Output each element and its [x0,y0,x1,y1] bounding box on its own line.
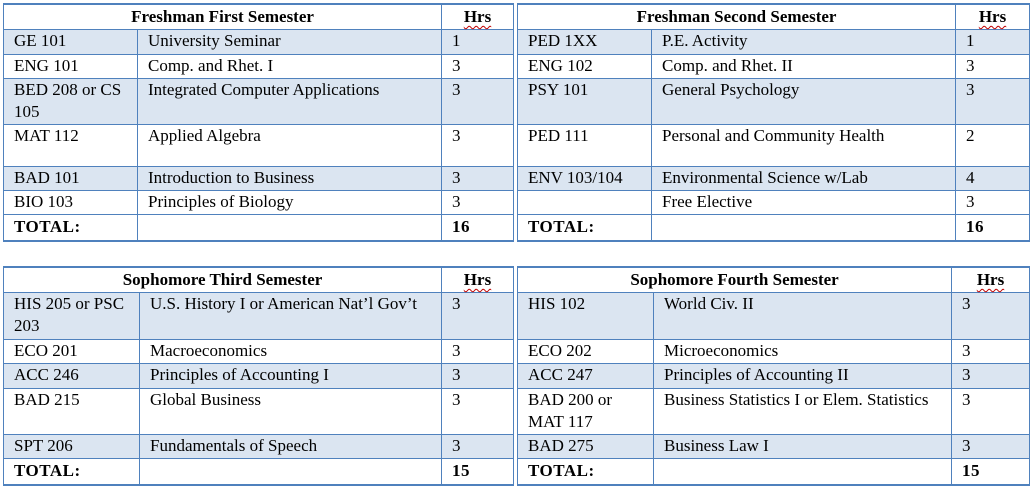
course-code: ACC 247 [517,362,654,389]
course-code: PED 111 [517,123,653,167]
course-hours: 3 [441,387,514,435]
course-code: BED 208 or CS 105 [3,77,138,125]
course-name: Free Elective [651,189,957,215]
course-hours: 3 [441,291,514,340]
course-name: Microeconomics [652,338,953,364]
hrs-header: Hrs [955,3,1031,30]
course-hours: 3 [951,291,1031,340]
course-name: Environmental Science w/Lab [651,165,957,191]
semester-title: Freshman First Semester [2,3,443,30]
course-code: HIS 205 or PSC 203 [3,291,140,340]
course-code: BAD 215 [3,387,140,435]
total-hours: 16 [441,213,515,242]
course-hours: 3 [441,165,515,191]
course-hours: 3 [441,189,515,215]
course-code: PED 1XX [517,28,653,55]
course-hours: 3 [441,433,514,459]
course-code: ACC 246 [3,362,140,389]
course-hours: 3 [441,338,514,364]
table-row: ENG 101 Comp. and Rhet. I 3 ENG 102 Comp… [3,53,1031,79]
course-name: University Seminar [136,28,443,55]
course-hours: 3 [441,53,515,79]
total-hours: 15 [441,457,514,486]
course-hours: 3 [955,53,1031,79]
table-row: SPT 206 Fundamentals of Speech 3 BAD 275… [3,433,1031,459]
course-name: Business Statistics I or Elem. Statistic… [652,387,953,435]
table-row: BAD 101 Introduction to Business 3 ENV 1… [3,165,1031,191]
semester-header-row: Sophomore Third Semester Hrs Sophomore F… [3,266,1031,293]
course-hours: 3 [955,189,1031,215]
course-name: Integrated Computer Applications [136,77,443,125]
course-hours: 3 [441,77,515,125]
course-code: HIS 102 [517,291,654,340]
course-code: ENV 103/104 [517,165,653,191]
course-name: Principles of Biology [136,189,443,215]
total-label: TOTAL: [3,213,138,242]
course-name: Macroeconomics [139,338,442,364]
course-code: ENG 102 [517,53,653,79]
course-hours: 3 [951,338,1031,364]
table-row: MAT 112 Applied Algebra 3 PED 111 Person… [3,123,1031,167]
table-row: ECO 201 Macroeconomics 3 ECO 202 Microec… [3,338,1031,364]
course-name: U.S. History I or American Nat’l Gov’t [139,291,442,340]
course-name: Principles of Accounting II [652,362,953,389]
course-hours: 1 [955,28,1031,55]
course-code: MAT 112 [3,123,138,167]
hrs-header: Hrs [441,3,515,30]
course-name: Global Business [139,387,442,435]
total-hours: 16 [955,213,1031,242]
course-code: ENG 101 [3,53,138,79]
course-hours: 3 [441,362,514,389]
total-label: TOTAL: [3,457,140,486]
course-hours: 3 [441,123,515,167]
sophomore-table: Sophomore Third Semester Hrs Sophomore F… [3,266,1031,486]
table-row: BED 208 or CS 105 Integrated Computer Ap… [3,77,1031,125]
course-name: Introduction to Business [136,165,443,191]
hrs-header: Hrs [441,266,514,293]
course-name: Applied Algebra [136,123,443,167]
semester-title: Sophomore Third Semester [3,266,442,293]
total-hours: 15 [951,457,1031,486]
course-name: World Civ. II [652,291,953,340]
semester-title: Freshman Second Semester [517,3,957,30]
course-hours: 3 [951,362,1031,389]
course-hours: 2 [955,123,1031,167]
course-code [517,189,653,215]
hrs-header: Hrs [951,266,1031,293]
table-row: GE 101 University Seminar 1 PED 1XX P.E.… [3,28,1031,55]
course-name: Fundamentals of Speech [139,433,442,459]
course-name: Comp. and Rhet. I [136,53,443,79]
course-name: Principles of Accounting I [139,362,442,389]
table-row: HIS 205 or PSC 203 U.S. History I or Ame… [3,291,1031,340]
course-code: ECO 201 [3,338,140,364]
course-code: BAD 101 [3,165,138,191]
table-row: BIO 103 Principles of Biology 3 Free Ele… [3,189,1031,215]
course-hours: 3 [951,387,1031,435]
course-code: BAD 200 or MAT 117 [517,387,654,435]
total-label: TOTAL: [517,457,654,486]
semester-header-row: Freshman First Semester Hrs Freshman Sec… [2,3,1031,30]
course-name: Business Law I [652,433,953,459]
course-hours: 3 [951,433,1031,459]
course-hours: 3 [955,77,1031,125]
freshman-table: Freshman First Semester Hrs Freshman Sec… [2,3,1031,242]
course-name: P.E. Activity [651,28,957,55]
course-name: General Psychology [651,77,957,125]
course-code: BAD 275 [517,433,654,459]
course-code: GE 101 [3,28,138,55]
course-hours: 1 [441,28,515,55]
semester-title: Sophomore Fourth Semester [516,266,953,293]
course-hours: 4 [955,165,1031,191]
course-code: BIO 103 [3,189,138,215]
table-row: ACC 246 Principles of Accounting I 3 ACC… [3,362,1031,389]
course-code: SPT 206 [3,433,140,459]
course-code: ECO 202 [517,338,654,364]
total-label: TOTAL: [517,213,653,242]
course-name: Comp. and Rhet. II [651,53,957,79]
total-row: TOTAL: 16 TOTAL: 16 [3,213,1031,242]
course-code: PSY 101 [517,77,653,125]
course-name: Personal and Community Health [651,123,957,167]
table-row: BAD 215 Global Business 3 BAD 200 or MAT… [3,387,1031,435]
total-row: TOTAL: 15 TOTAL: 15 [3,457,1031,486]
